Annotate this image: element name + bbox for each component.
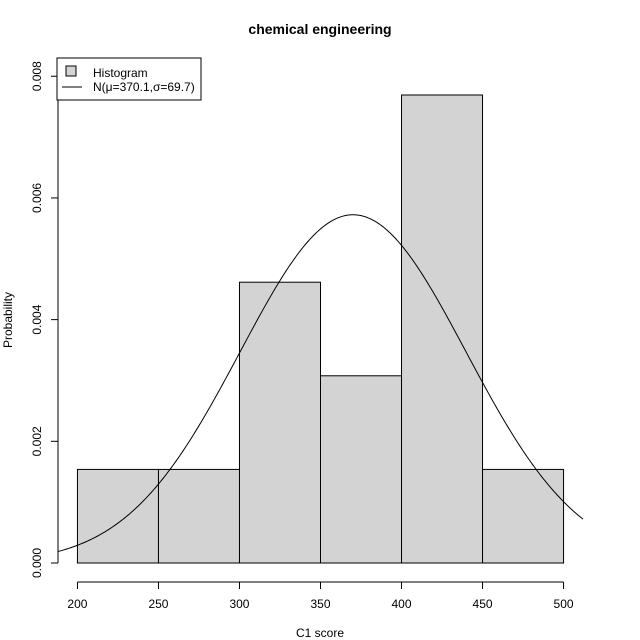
- legend-box: [56, 57, 202, 101]
- normal-density-curve: [57, 214, 584, 553]
- x-axis: 200 250 300 350 400 450 500: [67, 581, 574, 611]
- x-tick-label-5: 450: [473, 597, 493, 611]
- y-tick-label-0: 0.000: [30, 548, 44, 578]
- y-tick-label-2: 0.004: [30, 304, 44, 334]
- x-tick-label-2: 300: [229, 597, 249, 611]
- y-tick-label-4: 0.008: [30, 61, 44, 91]
- histogram-bar-1: [157, 468, 240, 564]
- histogram-bar-3: [320, 375, 403, 564]
- x-axis-label: C1 score: [296, 626, 344, 640]
- legend: Histogram N(μ=370.1,σ=69.7): [56, 57, 202, 101]
- histogram-bar-0: [76, 468, 159, 564]
- x-tick-label-3: 350: [310, 597, 330, 611]
- y-tick-label-3: 0.006: [30, 183, 44, 213]
- chart-title: chemical engineering: [248, 21, 391, 37]
- x-tick-label-0: 200: [67, 597, 87, 611]
- histogram-bar-2: [238, 281, 321, 564]
- histogram-bar-4: [401, 94, 484, 564]
- bars-group: [76, 94, 565, 564]
- x-tick-label-4: 400: [392, 597, 412, 611]
- histogram-bar-5: [482, 468, 565, 564]
- x-tick-label-1: 250: [148, 597, 168, 611]
- y-axis-label: Probability: [1, 292, 15, 348]
- legend-histogram-label: Histogram: [93, 66, 148, 80]
- legend-histogram-swatch: [65, 65, 77, 77]
- y-axis: 0.000 0.002 0.004 0.006 0.008: [30, 61, 59, 578]
- legend-curve-label: N(μ=370.1,σ=69.7): [93, 80, 195, 94]
- y-tick-label-1: 0.002: [30, 426, 44, 456]
- x-tick-label-6: 500: [554, 597, 574, 611]
